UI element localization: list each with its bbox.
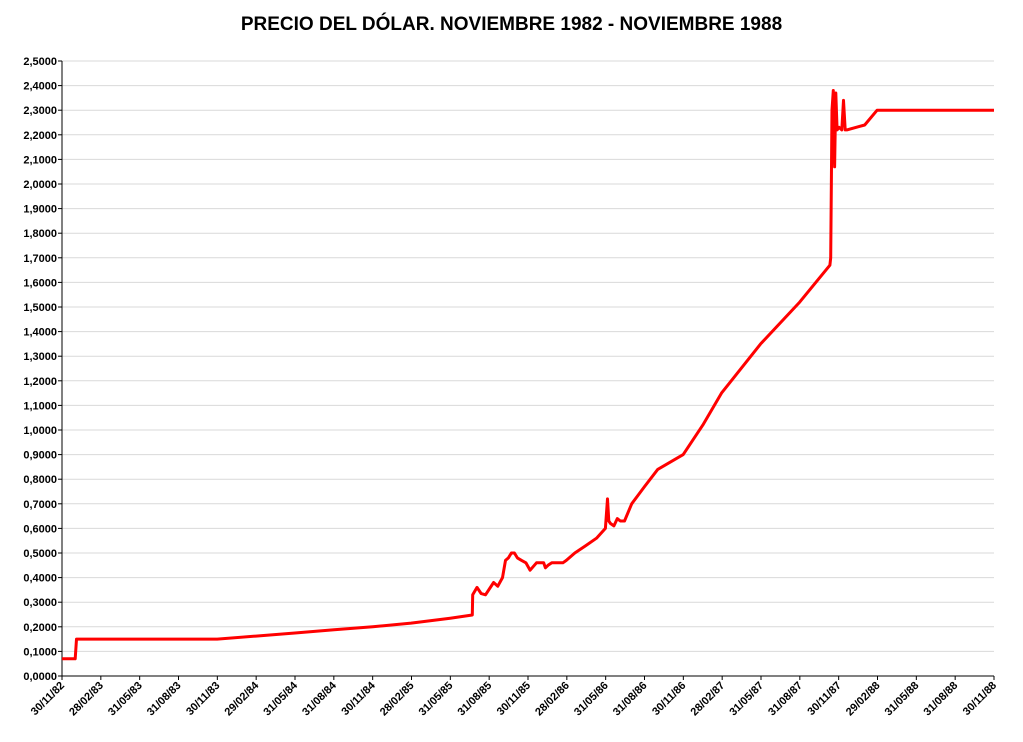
y-tick-label: 0,4000 (23, 573, 57, 585)
y-tick-label: 0,9000 (23, 450, 57, 462)
y-tick-label: 0,8000 (23, 474, 57, 486)
y-tick-label: 0,5000 (23, 548, 57, 560)
y-axis-tick-labels: 0,0000 0,1000 0,2000 0,3000 0,4000 0,5000 0,60… (23, 56, 57, 683)
y-tick-label: 0,2000 (23, 622, 57, 634)
x-tick-label: 31/08/88 (922, 680, 961, 719)
y-tick-label: 1,5000 (23, 302, 57, 314)
y-tick-label: 1,3000 (23, 351, 57, 363)
series-line (62, 89, 994, 661)
series-layer (62, 89, 994, 661)
x-tick-label: 31/05/86 (572, 680, 611, 719)
x-tick-label: 30/11/88 (961, 680, 999, 718)
y-tick-label: 2,1000 (23, 154, 57, 166)
x-tick-label: 28/02/83 (67, 680, 106, 719)
axes (58, 60, 995, 680)
y-tick-label: 0,6000 (23, 523, 57, 535)
gridlines (62, 60, 994, 652)
x-tick-label: 31/05/84 (261, 679, 300, 718)
x-tick-label: 30/11/83 (184, 680, 222, 718)
x-tick-label: 31/08/83 (145, 680, 184, 719)
x-tick-label: 31/05/85 (417, 680, 456, 719)
x-tick-label: 31/08/87 (766, 680, 805, 719)
x-tick-label: 30/11/84 (339, 679, 378, 718)
y-tick-label: 1,1000 (23, 400, 57, 412)
x-tick-label: 31/08/86 (611, 680, 650, 719)
y-tick-label: 1,8000 (23, 228, 57, 240)
y-tick-label: 1,0000 (23, 425, 57, 437)
x-tick-label: 31/08/84 (300, 679, 339, 718)
x-tick-label: 30/11/87 (805, 680, 843, 718)
y-tick-label: 2,0000 (23, 179, 57, 191)
x-tick-label: 31/05/83 (106, 680, 145, 719)
x-tick-label: 31/05/88 (883, 680, 922, 719)
y-tick-label: 1,4000 (23, 327, 57, 339)
x-tick-label: 29/02/84 (223, 679, 262, 718)
y-tick-label: 1,2000 (23, 376, 57, 388)
x-tick-label: 28/02/85 (378, 680, 417, 719)
y-tick-label: 2,4000 (23, 81, 57, 93)
y-tick-label: 1,9000 (23, 204, 57, 216)
x-tick-label: 28/02/87 (689, 680, 728, 719)
y-tick-label: 0,0000 (23, 671, 57, 683)
y-tick-label: 0,1000 (23, 646, 57, 658)
y-tick-label: 1,7000 (23, 253, 57, 265)
y-tick-label: 1,6000 (23, 277, 57, 289)
chart-title: PRECIO DEL DÓLAR. NOVIEMBRE 1982 - NOVIE… (240, 14, 783, 35)
x-tick-label: 30/11/85 (495, 680, 533, 718)
x-tick-label: 30/11/86 (650, 680, 688, 718)
y-tick-label: 0,3000 (23, 597, 57, 609)
y-tick-label: 0,7000 (23, 499, 57, 511)
x-tick-label: 31/08/85 (456, 680, 495, 719)
x-tick-label: 31/05/87 (727, 680, 766, 719)
x-axis-tick-labels: 30/11/82 28/02/83 31/05/83 31/08/83 30/11/83… (29, 679, 999, 718)
x-tick-label: 28/02/86 (533, 680, 572, 719)
y-tick-label: 2,3000 (23, 105, 57, 117)
y-tick-label: 2,2000 (23, 130, 57, 142)
y-tick-label: 2,5000 (23, 56, 57, 68)
x-tick-label: 30/11/82 (29, 680, 67, 718)
x-tick-label: 29/02/88 (844, 680, 883, 719)
